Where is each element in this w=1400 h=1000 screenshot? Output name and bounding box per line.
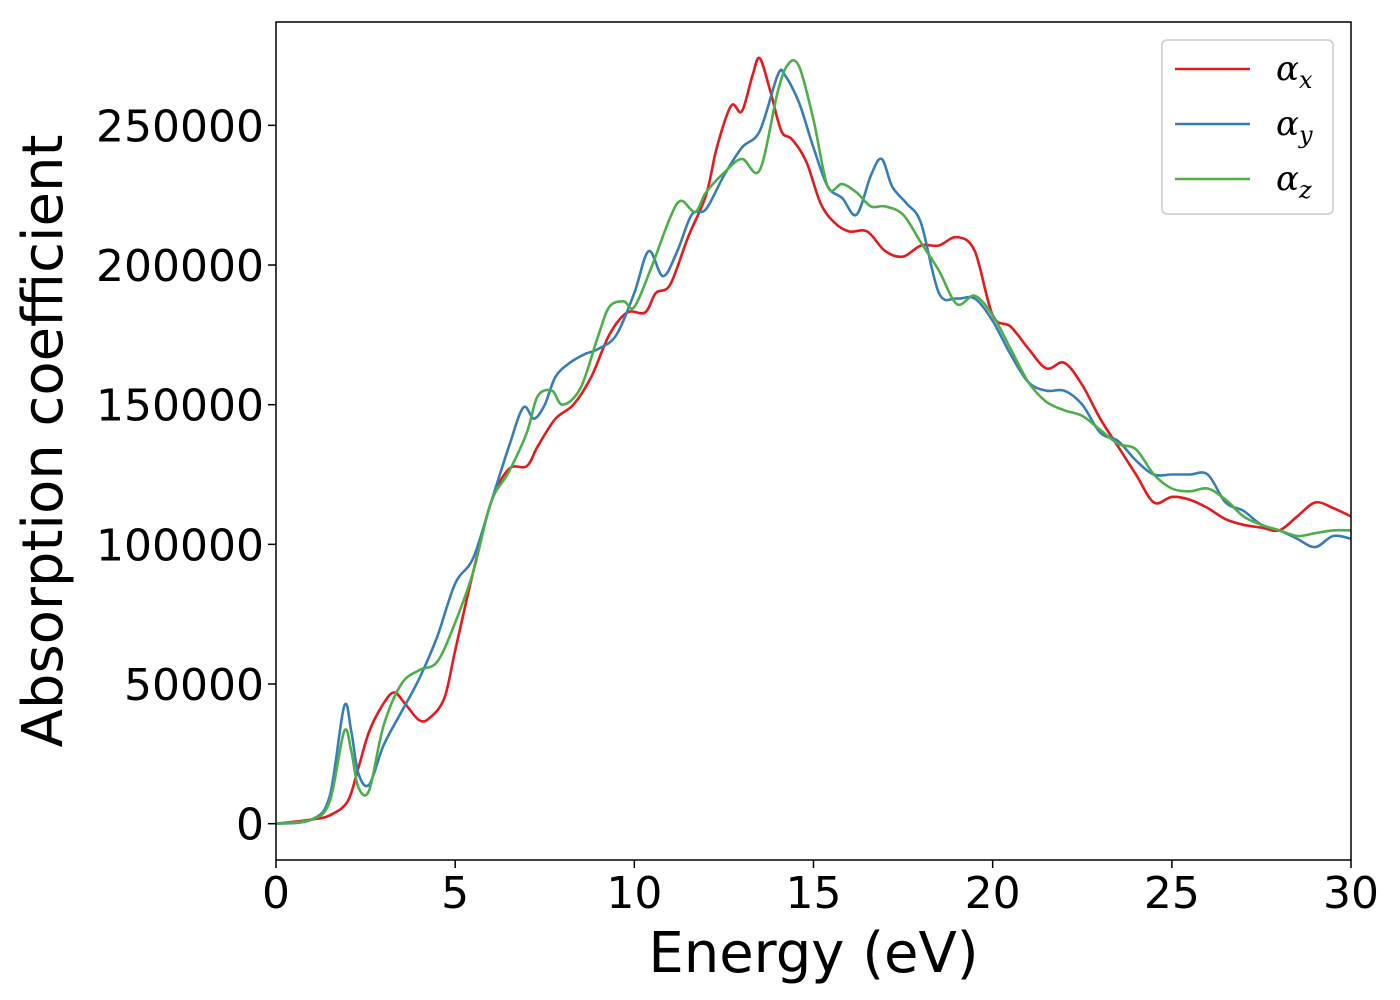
legend-label: αz: [1276, 159, 1312, 204]
series-layer: [276, 56, 1351, 825]
y-tick-label: 100000: [96, 520, 264, 571]
x-tick-label: 25: [1144, 868, 1200, 919]
axis-layer: 0 5 10 15 20 25 30 0 50000 100000 150000 200000 2500…: [96, 21, 1379, 919]
x-tick-label: 10: [606, 868, 662, 919]
x-tick-label: 0: [262, 868, 290, 919]
y-axis-label: Absorption coefficient: [11, 135, 76, 748]
y-tick-label: 200000: [96, 241, 264, 292]
y-tick-label: 0: [236, 800, 264, 851]
series-line-z: [276, 58, 1351, 825]
x-tick-label: 15: [786, 868, 842, 919]
y-tick-label: 150000: [96, 381, 264, 432]
legend: αx αy αz: [1161, 39, 1334, 215]
legend-box: [1161, 39, 1334, 215]
x-tick-label: 5: [441, 868, 469, 919]
y-tick-label: 250000: [96, 101, 264, 152]
x-tick-label: 30: [1323, 868, 1379, 919]
y-tick-label: 50000: [124, 660, 264, 711]
series-line-x: [276, 56, 1351, 825]
x-axis-label: Energy (eV): [648, 921, 978, 986]
x-tick-label: 20: [965, 868, 1021, 919]
legend-label: αy: [1276, 104, 1313, 149]
legend-label: αx: [1276, 49, 1313, 94]
